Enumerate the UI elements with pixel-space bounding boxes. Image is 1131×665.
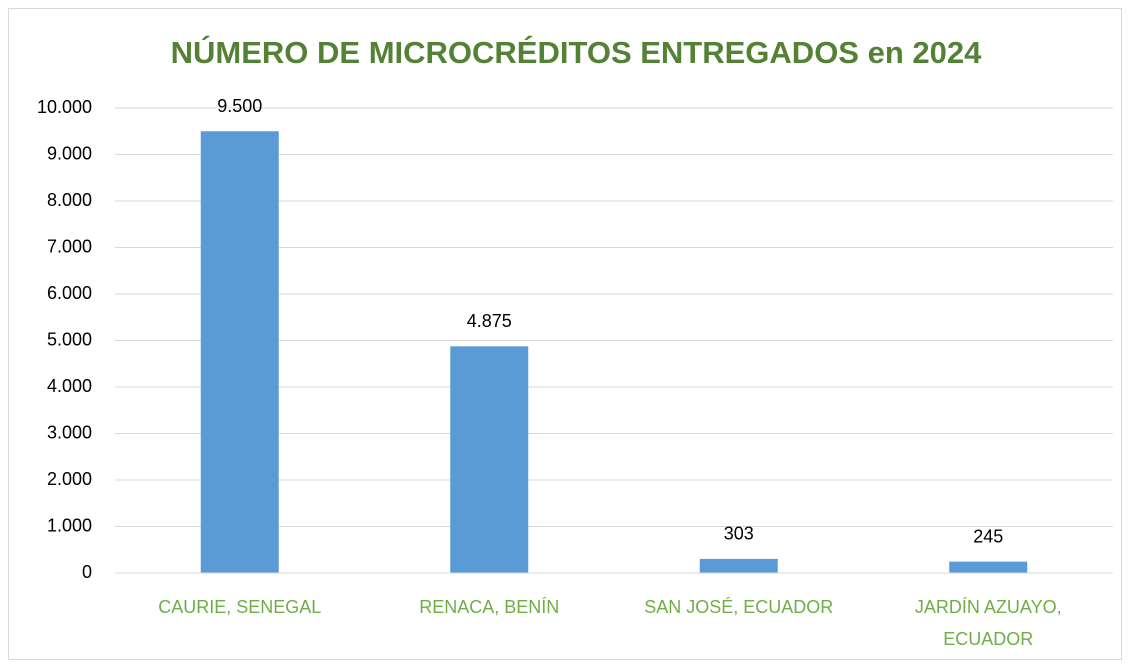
data-label: 4.875 (467, 311, 512, 331)
chart-title: NÚMERO DE MICROCRÉDITOS ENTREGADOS en 20… (171, 34, 982, 70)
x-tick-label: JARDÍN AZUAYO, ECUADOR (915, 597, 1062, 649)
data-label: 245 (973, 526, 1003, 546)
bar (450, 346, 529, 573)
x-tick-label: RENACA, BENÍN (419, 597, 559, 617)
y-tick-label: 6.000 (47, 283, 92, 303)
y-tick-label: 10.000 (37, 97, 92, 117)
bar (699, 558, 778, 573)
y-tick-label: 9.000 (47, 143, 92, 163)
y-tick-label: 7.000 (47, 236, 92, 256)
bar (949, 561, 1028, 573)
y-tick-label: 1.000 (47, 515, 92, 535)
y-tick-label: 8.000 (47, 190, 92, 210)
y-tick-label: 0 (82, 562, 92, 582)
y-tick-label: 4.000 (47, 376, 92, 396)
bar (200, 131, 279, 573)
data-label: 303 (724, 524, 754, 544)
chart-frame (8, 8, 1122, 660)
data-label: 9.500 (217, 96, 262, 116)
y-tick-label: 5.000 (47, 329, 92, 349)
x-tick-label: SAN JOSÉ, ECUADOR (644, 597, 833, 617)
y-tick-label: 2.000 (47, 469, 92, 489)
x-tick-label: CAURIE, SENEGAL (158, 597, 321, 617)
y-tick-label: 3.000 (47, 422, 92, 442)
